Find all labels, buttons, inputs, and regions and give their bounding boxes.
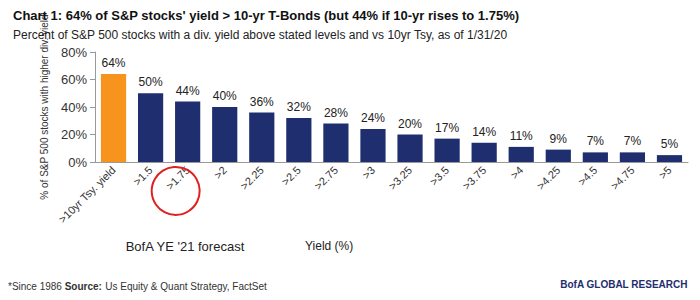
svg-text:9%: 9% bbox=[550, 132, 568, 146]
svg-text:40%: 40% bbox=[213, 89, 237, 103]
svg-text:14%: 14% bbox=[472, 125, 496, 139]
svg-text:>2.75: >2.75 bbox=[312, 164, 340, 192]
svg-text:5%: 5% bbox=[661, 137, 679, 151]
svg-text:24%: 24% bbox=[361, 111, 385, 125]
svg-text:BofA GLOBAL RESEARCH: BofA GLOBAL RESEARCH bbox=[560, 279, 687, 290]
svg-text:36%: 36% bbox=[250, 95, 274, 109]
svg-text:80%: 80% bbox=[61, 45, 87, 60]
svg-text:60%: 60% bbox=[61, 72, 87, 87]
svg-text:% of S&P 500 stocks with highe: % of S&P 500 stocks with higher div. yie… bbox=[39, 14, 50, 199]
svg-text:0%: 0% bbox=[68, 155, 87, 170]
svg-text:>4.5: >4.5 bbox=[576, 164, 600, 188]
svg-text:Source:: Source: bbox=[65, 281, 102, 292]
svg-text:17%: 17% bbox=[435, 121, 459, 135]
svg-text:Yield (%): Yield (%) bbox=[305, 239, 353, 253]
svg-text:>1.75: >1.75 bbox=[163, 163, 192, 192]
svg-text:>4.25: >4.25 bbox=[534, 164, 562, 192]
svg-text:20%: 20% bbox=[61, 127, 87, 142]
svg-text:>3.75: >3.75 bbox=[460, 164, 488, 192]
svg-text:40%: 40% bbox=[61, 100, 87, 115]
svg-text:32%: 32% bbox=[287, 100, 311, 114]
svg-text:>4.75: >4.75 bbox=[609, 164, 637, 192]
svg-text:28%: 28% bbox=[324, 106, 348, 120]
svg-text:*Since 1986: *Since 1986 bbox=[8, 281, 65, 292]
svg-text:20%: 20% bbox=[398, 117, 422, 131]
svg-text:44%: 44% bbox=[176, 84, 200, 98]
svg-text:>1.5: >1.5 bbox=[131, 164, 155, 188]
svg-text:Chart 1: 64% of S&P stocks' yi: Chart 1: 64% of S&P stocks' yield > 10-y… bbox=[13, 8, 519, 23]
svg-text:Us Equity & Quant Strategy, Fa: Us Equity & Quant Strategy, FactSet bbox=[105, 281, 267, 292]
svg-text:>2.5: >2.5 bbox=[279, 164, 303, 188]
svg-text:>3.5: >3.5 bbox=[428, 164, 452, 188]
svg-text:>3: >3 bbox=[360, 164, 377, 181]
svg-text:>4: >4 bbox=[508, 164, 525, 181]
svg-text:>5: >5 bbox=[656, 164, 673, 181]
svg-text:7%: 7% bbox=[624, 134, 642, 148]
svg-text:>10yr Tsy. yield: >10yr Tsy. yield bbox=[56, 164, 118, 226]
svg-text:Percent of S&P 500 stocks with: Percent of S&P 500 stocks with a div. yi… bbox=[13, 28, 507, 42]
svg-text:>3.25: >3.25 bbox=[386, 164, 414, 192]
svg-text:BofA YE '21 forecast: BofA YE '21 forecast bbox=[126, 239, 245, 254]
svg-text:>2: >2 bbox=[212, 164, 229, 181]
svg-text:>2.25: >2.25 bbox=[238, 164, 266, 192]
svg-text:50%: 50% bbox=[139, 75, 163, 89]
svg-text:64%: 64% bbox=[102, 56, 126, 70]
svg-text:7%: 7% bbox=[587, 134, 605, 148]
svg-text:11%: 11% bbox=[510, 129, 533, 143]
